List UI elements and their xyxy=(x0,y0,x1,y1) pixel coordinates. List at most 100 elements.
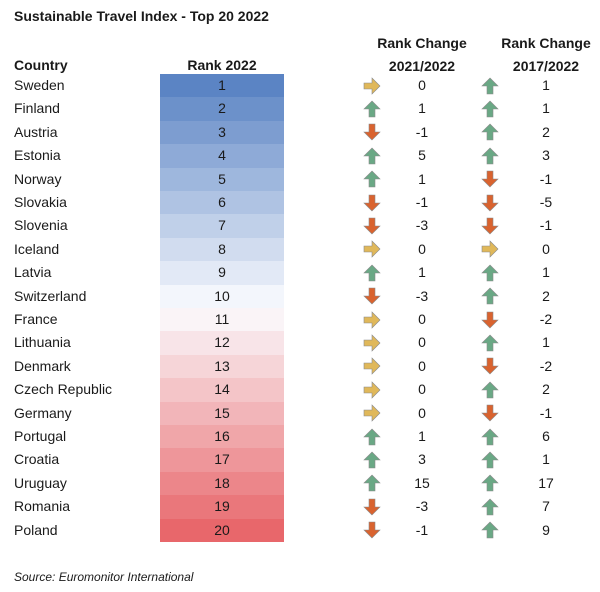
change-2017-cell: 17 xyxy=(538,474,554,491)
arrow-down-icon xyxy=(362,214,382,237)
change-2017-cell: 1 xyxy=(542,334,550,351)
table-row: Switzerland 10 -3 2 xyxy=(0,284,600,308)
rank-cell: 13 xyxy=(160,354,284,379)
arrow-up-icon xyxy=(480,378,500,401)
change-2021-cell: 0 xyxy=(418,77,426,93)
table-row: Denmark 13 0 -2 xyxy=(0,354,600,379)
country-cell: Uruguay xyxy=(14,474,67,491)
arrow-right-icon xyxy=(480,238,500,261)
change-2021-cell: 1 xyxy=(418,428,426,444)
table-row: Poland 20 -1 9 xyxy=(0,518,600,542)
rank-cell: 11 xyxy=(160,308,284,332)
rank-cell: 14 xyxy=(160,378,284,402)
arrow-up-icon xyxy=(480,448,500,471)
header-country: Country xyxy=(14,57,68,73)
arrow-up-icon xyxy=(362,425,382,448)
change-2017-cell: -2 xyxy=(539,357,553,374)
change-2021-cell: 0 xyxy=(418,381,426,398)
country-cell: Croatia xyxy=(14,451,60,468)
rank-cell: 1 xyxy=(160,74,284,98)
change-2021-cell: 0 xyxy=(418,311,426,327)
arrow-down-icon xyxy=(362,191,382,214)
change-2021-cell: 0 xyxy=(418,334,426,351)
arrow-down-icon xyxy=(480,308,500,331)
table-row: Romania 19 -3 7 xyxy=(0,495,600,519)
arrow-up-icon xyxy=(362,261,382,284)
country-cell: Finland xyxy=(14,100,60,117)
table-row: Finland 2 1 1 xyxy=(0,97,600,121)
change-2017-cell: 1 xyxy=(542,100,550,117)
header-rank-2022: Rank 2022 xyxy=(187,57,257,73)
change-2021-cell: -1 xyxy=(415,123,429,140)
arrow-right-icon xyxy=(362,378,382,401)
change-2017-cell: 9 xyxy=(542,521,550,538)
table-row: Norway 5 1 -1 xyxy=(0,167,600,191)
rank-cell: 8 xyxy=(160,237,284,262)
arrow-down-icon xyxy=(480,214,500,237)
header-change-2017-line1: Rank Change xyxy=(501,35,591,51)
change-2021-cell: 1 xyxy=(418,264,426,281)
change-2017-cell: 1 xyxy=(542,451,550,468)
change-2021-cell: -3 xyxy=(415,287,429,304)
arrow-right-icon xyxy=(362,74,382,97)
country-cell: Portugal xyxy=(14,428,67,444)
change-2021-cell: 0 xyxy=(418,404,426,421)
arrow-right-icon xyxy=(362,355,382,378)
rank-cell: 3 xyxy=(160,120,284,145)
table-row: Slovakia 6 -1 -5 xyxy=(0,191,600,215)
rank-cell: 7 xyxy=(160,214,284,238)
change-2021-cell: -3 xyxy=(415,217,429,234)
table-row: Germany 15 0 -1 xyxy=(0,401,600,425)
change-2021-cell: 0 xyxy=(418,357,426,374)
arrow-up-icon xyxy=(480,331,500,354)
change-2017-cell: -1 xyxy=(539,217,553,234)
change-2017-cell: 0 xyxy=(542,240,550,257)
change-2017-cell: 1 xyxy=(542,77,550,93)
source-note: Source: Euromonitor International xyxy=(14,570,194,584)
arrow-up-icon xyxy=(480,74,500,97)
arrow-right-icon xyxy=(362,238,382,261)
table-row: Slovenia 7 -3 -1 xyxy=(0,214,600,238)
table-row: Sweden 1 0 1 xyxy=(0,74,600,98)
arrow-up-icon xyxy=(362,168,382,191)
table-row: Czech Republic 14 0 2 xyxy=(0,378,600,402)
country-cell: Sweden xyxy=(14,77,65,93)
arrow-up-icon xyxy=(480,425,500,448)
country-cell: Lithuania xyxy=(14,334,71,351)
change-2017-cell: -2 xyxy=(539,311,553,327)
change-2021-cell: 1 xyxy=(418,100,426,117)
change-2021-cell: 15 xyxy=(414,474,430,491)
table-row: Portugal 16 1 6 xyxy=(0,425,600,449)
rank-cell: 5 xyxy=(160,167,284,191)
change-2017-cell: 2 xyxy=(542,123,550,140)
country-cell: Estonia xyxy=(14,147,61,164)
header-change-2021-line1: Rank Change xyxy=(377,35,467,51)
country-cell: Slovakia xyxy=(14,194,67,210)
rank-cell: 18 xyxy=(160,471,284,496)
country-cell: Switzerland xyxy=(14,287,87,304)
rank-cell: 19 xyxy=(160,495,284,519)
table-row: Estonia 4 5 3 xyxy=(0,144,600,168)
country-cell: France xyxy=(14,311,58,327)
arrow-up-icon xyxy=(362,144,382,167)
table-row: France 11 0 -2 xyxy=(0,308,600,332)
table-row: Uruguay 18 15 17 xyxy=(0,471,600,496)
change-2017-cell: -1 xyxy=(539,170,553,187)
arrow-up-icon xyxy=(480,495,500,518)
country-cell: Austria xyxy=(14,123,58,140)
change-2021-cell: -1 xyxy=(415,194,429,210)
change-2017-cell: 1 xyxy=(542,264,550,281)
arrow-up-icon xyxy=(480,97,500,120)
change-2021-cell: -3 xyxy=(415,498,429,515)
arrow-right-icon xyxy=(362,308,382,331)
country-cell: Slovenia xyxy=(14,217,68,234)
chart-title: Sustainable Travel Index - Top 20 2022 xyxy=(14,8,269,24)
header-change-2017-line2: 2017/2022 xyxy=(512,58,580,74)
change-2017-cell: 3 xyxy=(542,147,550,164)
change-2017-cell: 2 xyxy=(542,287,550,304)
change-2021-cell: -1 xyxy=(415,521,429,538)
arrow-down-icon xyxy=(480,355,500,378)
country-cell: Romania xyxy=(14,498,71,515)
arrow-down-icon xyxy=(480,402,500,425)
rank-cell: 16 xyxy=(160,425,284,449)
